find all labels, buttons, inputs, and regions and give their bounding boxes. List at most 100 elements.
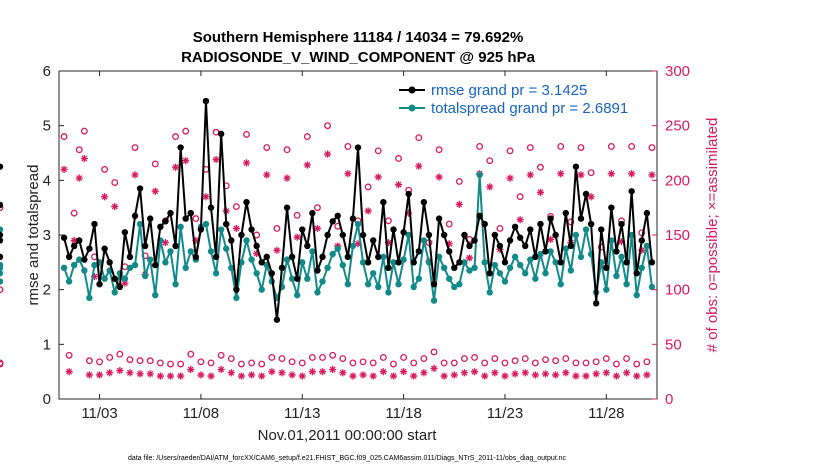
obs-assimilated-point [65,368,73,376]
obs-assimilated-point [323,150,332,158]
rmse-point [516,234,524,241]
spread-point [405,231,412,239]
obs-layer [0,123,656,380]
obs-possible-point [101,165,109,173]
y-tick-label: 6 [43,63,51,80]
rmse-point [136,185,144,192]
legend-spread-marker [408,104,416,112]
spread-point [359,259,367,266]
spread-point [212,270,220,277]
spread-point [511,253,519,261]
obs-assimilated-point [410,372,418,380]
obs-possible-point [623,355,631,362]
rmse-point [633,270,640,277]
rmse-point [552,231,559,239]
chart-title-line-2: RADIOSONDE_V_WIND_COMPONENT @ 925 hPa [181,49,536,66]
obs-possible-point [243,130,250,138]
obs-possible-point [70,209,78,217]
spread-point [385,289,392,296]
obs-possible-point [536,163,544,171]
obs-possible-point [648,144,656,151]
rmse-point [400,229,407,236]
obs-assimilated-point [440,372,448,380]
rmse-point [648,259,656,266]
obs-assimilated-point [70,236,78,245]
obs-assimilated-point [541,370,550,378]
spread-point [71,261,78,269]
obs-possible-point [445,220,453,228]
spread-point [131,261,139,269]
obs-assimilated-point [648,171,656,179]
obs-possible-point [75,146,83,154]
y-axis-label-left: rmse and totalspread [25,165,42,306]
obs-possible-point [400,354,408,361]
obs-possible-point [486,157,494,165]
spread-point [228,264,235,271]
spread-point [86,294,93,302]
x-tick-label: 11/13 [284,405,320,422]
rmse-point [461,231,468,239]
obs-assimilated-point [329,365,337,374]
obs-possible-point [607,142,615,150]
spread-point [182,264,189,271]
obs-possible-point [167,360,174,368]
x-tick-label: 11/28 [588,405,624,422]
spread-point [643,242,651,250]
obs-assimilated-point [460,369,469,377]
spread-point [506,264,514,271]
obs-possible-point [232,203,240,211]
obs-assimilated-point [359,371,367,379]
rmse-point [567,242,575,250]
obs-assimilated-point [85,371,94,379]
spread-point [319,278,326,285]
obs-possible-point [65,351,73,359]
obs-possible-point [146,357,154,365]
rmse-point [304,242,311,250]
y2-tick-label: 0 [665,391,673,408]
spread-point [527,256,534,263]
obs-possible-point [471,354,479,361]
obs-assimilated-point [242,159,251,167]
obs-assimilated-point [602,369,610,377]
obs-possible-point [288,358,296,366]
rmse-point [440,231,448,239]
obs-assimilated-point [75,174,83,182]
spread-point [172,281,179,288]
obs-possible-point [511,357,519,365]
spread-point [557,281,564,288]
rmse-point [466,242,473,250]
obs-assimilated-point [501,372,509,380]
obs-assimilated-point [511,370,519,378]
obs-possible-point [0,286,4,294]
obs-assimilated-point [643,371,651,379]
spread-point [354,220,362,228]
rmse-point [293,275,301,282]
obs-assimilated-point [187,365,195,374]
obs-assimilated-point [379,368,387,376]
obs-possible-point [531,359,539,367]
rmse-point [0,237,4,244]
obs-assimilated-point [633,372,641,380]
obs-assimilated-point [232,224,240,233]
obs-assimilated-point [450,371,458,379]
obs-assimilated-point [156,372,164,380]
rmse-point [141,242,149,250]
spread-point [577,253,585,261]
spread-point [415,275,423,282]
spread-point [638,264,645,271]
x-tick-label: 11/03 [81,405,117,422]
obs-assimilated-point [192,236,200,245]
rmse-point [101,245,108,252]
obs-possible-point [197,358,205,366]
spread-point [217,226,225,233]
obs-assimilated-point [136,370,144,378]
rmse-point [283,204,291,211]
rmse-point [532,253,539,261]
obs-possible-point [80,127,88,135]
x-tick-label: 11/18 [385,405,421,422]
spread-point [400,256,407,263]
rmse-point [501,259,509,266]
rmse-point [491,231,499,239]
obs-possible-point [293,211,301,219]
obs-assimilated-point [420,369,428,377]
